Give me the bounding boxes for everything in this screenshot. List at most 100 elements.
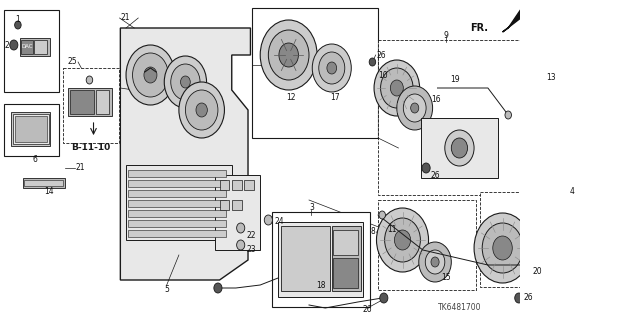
Circle shape — [379, 211, 385, 219]
Bar — [282, 226, 330, 291]
Circle shape — [403, 94, 426, 122]
Circle shape — [86, 76, 93, 84]
Circle shape — [237, 223, 244, 233]
Text: 6: 6 — [33, 154, 37, 164]
Bar — [19, 38, 51, 56]
Text: 9: 9 — [443, 31, 448, 40]
Text: DAC: DAC — [21, 44, 33, 49]
Bar — [244, 180, 253, 190]
Text: 4: 4 — [569, 188, 574, 197]
Bar — [538, 86, 545, 94]
Text: 12: 12 — [286, 93, 296, 102]
Bar — [13, 114, 49, 144]
Circle shape — [186, 90, 218, 130]
Bar — [15, 116, 47, 142]
Text: 13: 13 — [547, 73, 556, 83]
Circle shape — [15, 21, 21, 29]
Bar — [129, 220, 226, 227]
Text: 15: 15 — [442, 273, 451, 283]
Text: 23: 23 — [246, 246, 256, 255]
Bar — [220, 200, 229, 210]
Circle shape — [537, 85, 545, 95]
Circle shape — [451, 138, 468, 158]
Circle shape — [312, 44, 351, 92]
Text: 11: 11 — [387, 226, 397, 234]
Bar — [68, 88, 112, 116]
Text: 2: 2 — [4, 41, 9, 49]
Circle shape — [390, 80, 403, 96]
Text: 1: 1 — [15, 14, 20, 24]
Polygon shape — [502, 10, 529, 32]
Bar — [12, 112, 51, 146]
Polygon shape — [120, 28, 250, 280]
Bar — [34, 40, 47, 54]
Text: 26: 26 — [524, 293, 533, 302]
Bar — [232, 200, 241, 210]
Bar — [540, 211, 547, 219]
Bar — [4, 10, 60, 92]
Bar — [220, 180, 229, 190]
Text: 21: 21 — [76, 164, 85, 173]
Circle shape — [369, 58, 376, 66]
Text: 26: 26 — [363, 306, 372, 315]
Bar — [129, 230, 226, 237]
Bar — [129, 190, 226, 197]
Bar — [421, 118, 499, 178]
Bar — [63, 68, 119, 143]
Bar — [129, 180, 226, 187]
Bar — [70, 90, 94, 114]
Circle shape — [411, 103, 419, 113]
Circle shape — [482, 223, 523, 273]
Text: 10: 10 — [378, 70, 388, 79]
Text: 17: 17 — [330, 93, 340, 102]
Circle shape — [380, 293, 388, 303]
Circle shape — [426, 250, 445, 274]
Bar — [278, 222, 364, 297]
Bar — [216, 175, 260, 250]
Bar — [4, 104, 60, 156]
Bar — [542, 148, 549, 156]
Bar — [252, 8, 378, 138]
Circle shape — [541, 253, 549, 263]
Circle shape — [237, 240, 244, 250]
Text: 22: 22 — [246, 231, 256, 240]
Bar — [129, 170, 226, 177]
Circle shape — [126, 45, 175, 105]
Circle shape — [381, 68, 413, 108]
Circle shape — [394, 230, 411, 250]
Text: 26: 26 — [376, 50, 386, 60]
Circle shape — [376, 208, 429, 272]
Circle shape — [419, 242, 451, 282]
Bar — [480, 192, 525, 287]
Circle shape — [319, 52, 345, 84]
Circle shape — [538, 210, 547, 220]
Circle shape — [474, 213, 531, 283]
Circle shape — [327, 62, 337, 74]
Text: 16: 16 — [431, 95, 440, 105]
Bar — [273, 212, 370, 307]
Bar — [333, 258, 358, 288]
Circle shape — [422, 163, 430, 173]
Circle shape — [144, 67, 157, 83]
Text: 21: 21 — [120, 13, 130, 23]
Text: 26: 26 — [431, 170, 440, 180]
Circle shape — [10, 40, 18, 50]
Text: 3: 3 — [309, 204, 314, 212]
Bar — [129, 200, 226, 207]
Circle shape — [431, 257, 439, 267]
Bar — [129, 210, 226, 217]
Circle shape — [264, 215, 273, 225]
Text: 19: 19 — [451, 76, 460, 85]
Circle shape — [445, 130, 474, 166]
Circle shape — [538, 77, 546, 87]
Bar — [126, 165, 232, 240]
Text: 18: 18 — [316, 280, 326, 290]
Text: 25: 25 — [68, 57, 77, 66]
Bar — [333, 230, 358, 255]
Bar — [232, 180, 241, 190]
Circle shape — [179, 82, 225, 138]
Circle shape — [171, 64, 200, 100]
Circle shape — [132, 53, 168, 97]
Text: 24: 24 — [275, 218, 284, 226]
Circle shape — [505, 111, 511, 119]
